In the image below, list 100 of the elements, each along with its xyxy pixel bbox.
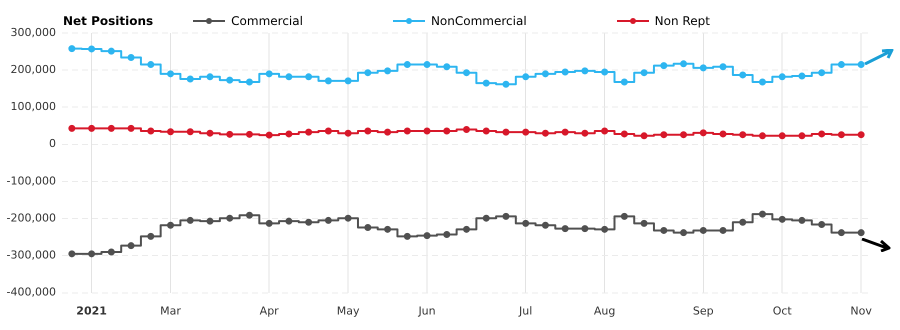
point: [324, 77, 332, 84]
point: [246, 78, 253, 86]
point: [128, 54, 135, 61]
x-tick-label: Jun: [417, 304, 436, 318]
point: [324, 216, 332, 224]
point: [305, 128, 312, 136]
point: [778, 216, 786, 223]
point: [818, 130, 826, 138]
point: [620, 78, 628, 86]
y-tick-label: -300,000: [6, 248, 56, 262]
x-tick-label: Mar: [160, 304, 182, 318]
point: [660, 62, 668, 70]
x-tick-label: Apr: [260, 304, 280, 318]
point: [404, 61, 411, 68]
legend-title: Net Positions: [63, 14, 154, 28]
point: [285, 130, 292, 138]
point: [758, 78, 766, 86]
point: [778, 73, 786, 80]
point: [266, 132, 273, 139]
point: [404, 127, 411, 134]
point: [581, 225, 588, 232]
point: [167, 222, 174, 229]
point: [384, 128, 392, 136]
point: [739, 71, 746, 78]
point: [581, 67, 588, 74]
point: [68, 250, 76, 258]
point: [680, 60, 688, 68]
point: [364, 69, 372, 76]
y-tick-label: 300,000: [10, 26, 56, 39]
point: [88, 250, 96, 258]
point: [858, 61, 865, 68]
point: [186, 128, 194, 136]
point: [640, 220, 648, 227]
point: [285, 73, 292, 80]
y-tick-label: -200,000: [6, 211, 56, 224]
point: [562, 225, 569, 232]
point: [404, 232, 411, 240]
x-tick-label: 2021: [76, 304, 107, 318]
point: [798, 72, 806, 80]
point: [798, 216, 806, 224]
point: [601, 127, 608, 134]
point: [482, 214, 490, 222]
point: [522, 220, 530, 227]
point: [424, 127, 431, 134]
point: [542, 222, 549, 229]
point: [818, 69, 826, 76]
point: [68, 45, 76, 52]
point: [88, 45, 96, 52]
point: [364, 224, 372, 231]
legend-label: Non Rept: [654, 14, 710, 28]
point: [640, 69, 648, 76]
point: [285, 218, 292, 225]
point: [502, 80, 510, 88]
point: [324, 127, 332, 134]
point: [680, 229, 688, 236]
point: [128, 124, 135, 132]
point: [838, 131, 845, 138]
point: [266, 70, 273, 78]
point: [522, 73, 530, 80]
point: [858, 229, 865, 236]
point: [858, 131, 865, 138]
y-tick-label: 0: [49, 137, 56, 150]
point: [700, 129, 707, 136]
point: [305, 73, 312, 80]
point: [246, 212, 253, 219]
point: [167, 128, 174, 136]
x-tick-label: May: [336, 304, 360, 318]
point: [720, 226, 727, 234]
point: [443, 63, 450, 70]
x-tick-label: Nov: [850, 304, 872, 318]
point: [186, 76, 194, 83]
point: [206, 218, 214, 225]
point: [838, 229, 845, 236]
point: [482, 80, 490, 87]
point: [758, 132, 766, 140]
point: [562, 128, 569, 136]
point: [620, 212, 628, 220]
point: [108, 248, 115, 256]
point: [502, 128, 510, 136]
point: [581, 130, 588, 137]
point: [542, 70, 549, 78]
point: [798, 132, 806, 140]
point: [88, 124, 96, 132]
point: [384, 226, 392, 233]
point: [167, 70, 174, 78]
point: [601, 226, 608, 233]
x-tick-label: Sep: [692, 304, 714, 318]
point: [186, 216, 194, 224]
point: [226, 130, 234, 138]
point: [443, 231, 450, 238]
point: [128, 242, 135, 250]
point: [660, 131, 668, 138]
point: [246, 130, 253, 138]
y-tick-label: 100,000: [10, 100, 56, 114]
point: [818, 221, 826, 228]
point: [147, 232, 154, 240]
point: [838, 61, 845, 68]
point: [758, 210, 766, 218]
x-tick-label: Aug: [594, 304, 616, 318]
point: [266, 220, 273, 227]
